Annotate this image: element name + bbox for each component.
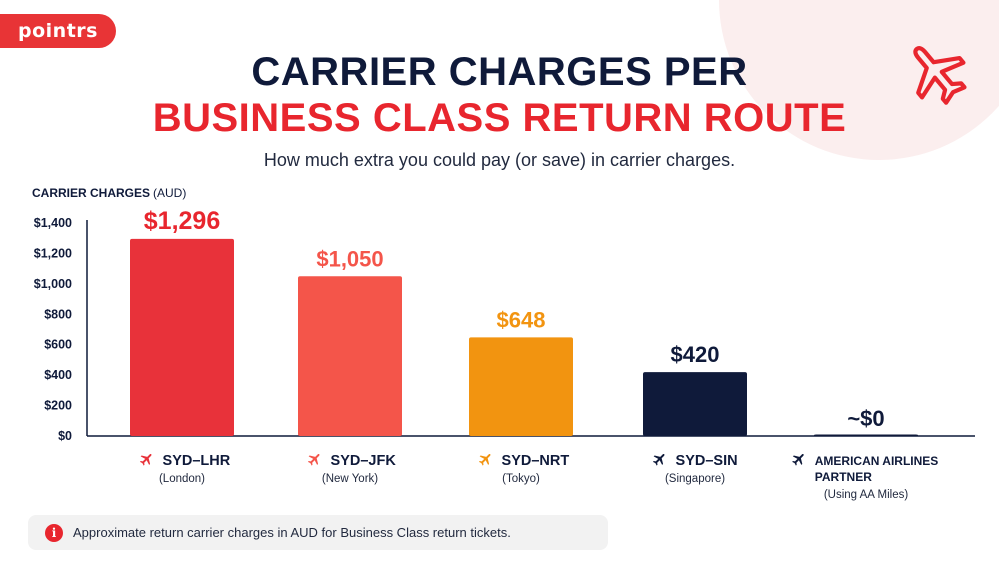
- category-label: SYD–JFK: [331, 453, 397, 469]
- plane-icon: [792, 454, 804, 466]
- category-label: SYD–NRT: [502, 453, 570, 469]
- page-title-line1: CARRIER CHARGES PER: [251, 50, 748, 94]
- y-tick-label: $1,400: [34, 216, 72, 230]
- plane-icon: [652, 454, 665, 466]
- y-tick-label: $200: [44, 399, 72, 413]
- plane-icon-shape: [792, 454, 804, 466]
- plane-icon: [478, 454, 491, 466]
- bar: [298, 276, 402, 436]
- bar: [643, 372, 747, 436]
- plane-icon-shape: [652, 454, 665, 466]
- category-sublabel: (Tokyo): [502, 473, 540, 485]
- y-axis-label: CARRIER CHARGES (AUD): [32, 186, 186, 200]
- info-icon: i: [45, 523, 63, 542]
- bar-value-label: $1,296: [144, 207, 220, 235]
- y-tick-label: $1,000: [34, 277, 72, 291]
- bar-value-label: $1,050: [316, 246, 383, 271]
- y-axis-unit: (AUD): [153, 186, 186, 200]
- bar-value-label: $648: [497, 307, 546, 332]
- bar: [130, 238, 234, 436]
- page-subtitle: How much extra you could pay (or save) i…: [263, 150, 736, 170]
- footer-note: i Approximate return carrier charges in …: [28, 515, 608, 550]
- brand-logo[interactable]: pointrs: [0, 14, 116, 48]
- bar: [469, 337, 573, 436]
- page-title-line2: BUSINESS CLASS RETURN ROUTE: [152, 96, 847, 140]
- category-label: AMERICAN AIRLINES: [815, 454, 939, 468]
- bar-value-label: ~$0: [847, 406, 884, 431]
- plane-icon-shape: [139, 454, 152, 466]
- category-label: SYD–LHR: [163, 453, 231, 469]
- plane-icon: [307, 454, 320, 466]
- category-label: SYD–SIN: [676, 453, 738, 469]
- plane-icon-shape: [307, 454, 320, 466]
- bar: [814, 434, 918, 436]
- y-tick-label: $800: [44, 307, 72, 321]
- category-sublabel: (New York): [322, 473, 378, 485]
- footer-text: Approximate return carrier charges in AU…: [73, 525, 511, 540]
- y-tick-label: $0: [58, 429, 72, 443]
- y-tick-label: $600: [44, 338, 72, 352]
- y-tick-label: $1,200: [34, 246, 72, 260]
- plane-icon: [139, 454, 152, 466]
- category-sublabel: (Using AA Miles): [824, 489, 909, 501]
- plane-outline-icon: [913, 46, 967, 105]
- category-label: PARTNER: [815, 470, 872, 484]
- y-tick-label: $400: [44, 368, 72, 382]
- category-sublabel: (London): [159, 473, 205, 485]
- bar-value-label: $420: [671, 342, 720, 367]
- y-axis-label-text: CARRIER CHARGES: [32, 186, 150, 200]
- bar-chart: CARRIER CHARGES (AUD) $0 $200 $400 $600 $800 $…: [32, 186, 975, 501]
- plane-icon-shape: [478, 454, 491, 466]
- category-sublabel: (Singapore): [665, 473, 725, 485]
